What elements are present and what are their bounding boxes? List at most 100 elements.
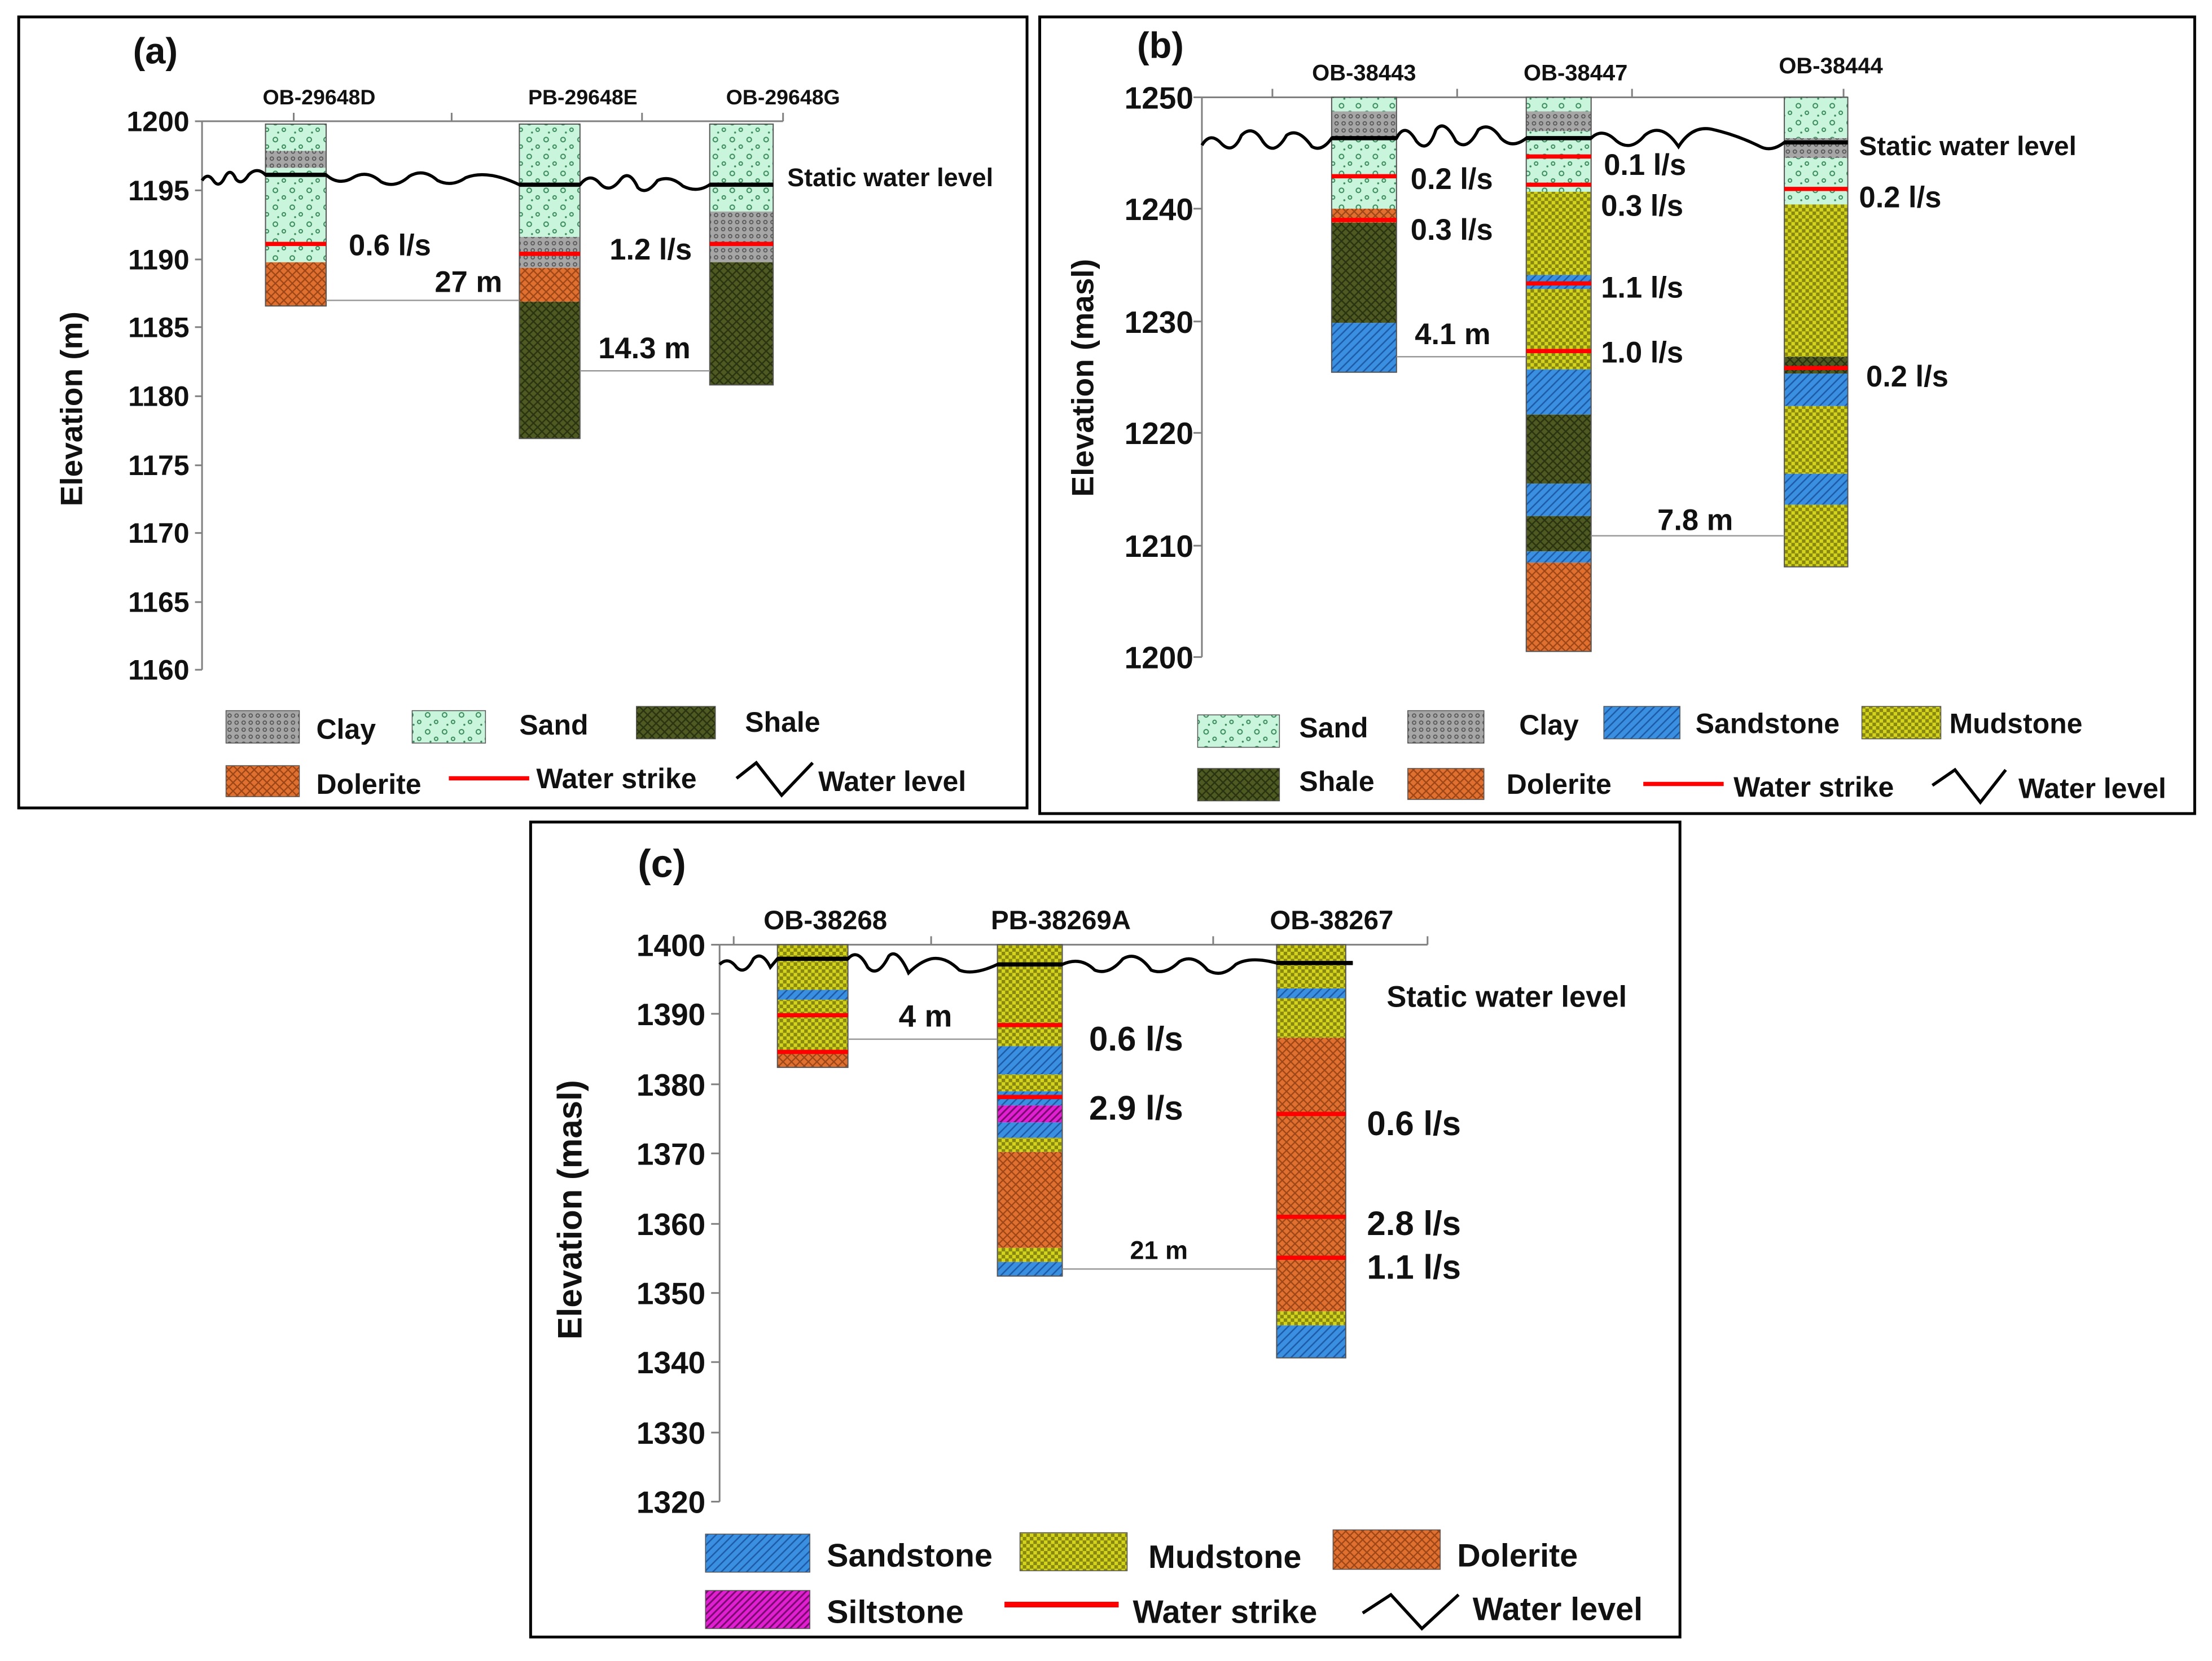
panel-c-strike-label: 2.9 l/s: [1089, 1089, 1183, 1127]
legend-swatch-sand: [1197, 714, 1280, 748]
panel-c-borehole-label: PB-38269A: [991, 906, 1131, 935]
panel-a-ytick: 1165: [128, 587, 189, 618]
panel-c-water-strikes: [777, 1013, 1346, 1260]
panel-b-strike-label: 0.1 l/s: [1604, 148, 1686, 182]
panel-c-label: (c): [638, 841, 686, 885]
panel-c-distance-label: 21 m: [1130, 1236, 1187, 1265]
panel-c-borehole-label: OB-38268: [763, 906, 887, 935]
panel-a-label: (a): [133, 30, 178, 71]
legend-swatch-clay: [225, 710, 300, 744]
legend-swatch-sand: [411, 710, 486, 744]
panel-b-borehole-ob-38447: [1525, 96, 1592, 652]
panel-c-y-axis-label: Elevation (masl): [551, 1080, 589, 1339]
legend-swatch-dolerite: [225, 765, 300, 797]
legend-swatch-dolerite: [1407, 768, 1485, 800]
panel-c-static-water-level: [718, 952, 1353, 976]
panel-a-ytick: 1175: [128, 450, 189, 481]
panel-c-borehole-ob-38267: [1276, 944, 1346, 1359]
panel-c-ytick: 1320: [637, 1485, 705, 1520]
panel-b-borehole-ob-38444: [1784, 96, 1849, 568]
panel-c-ytick: 1400: [637, 928, 705, 963]
panel-a-frame: [17, 15, 1029, 810]
legend-label: Clay: [1519, 709, 1579, 741]
panel-b-ytick: 1200: [1125, 640, 1193, 675]
panel-a-ytick: 1200: [126, 106, 189, 137]
panel-a-ytick: 1170: [128, 517, 189, 549]
legend-label: Sandstone: [1696, 708, 1840, 740]
panel-a-borehole-ob-29648d: [265, 123, 327, 307]
panel-b: (b) Elevation (masl) 1250 1240 1230 1220…: [1038, 15, 2196, 815]
panel-c-ytick: 1380: [637, 1067, 705, 1102]
panel-c-ytick: 1390: [637, 997, 705, 1032]
legend-label: Water strike: [1133, 1594, 1317, 1631]
panel-b-distance-label: 7.8 m: [1657, 504, 1733, 537]
panel-c-static-water-level-label: Static water level: [1386, 980, 1627, 1013]
panel-c-distance-label: 4 m: [899, 998, 953, 1033]
panel-c: (c) Elevation (masl) 1400 1390 1380 1370…: [529, 820, 1682, 1639]
panel-b-ytick: 1250: [1125, 80, 1193, 115]
panel-b-strike-label: 1.0 l/s: [1601, 336, 1683, 369]
legend-label: Water strike: [1733, 771, 1894, 803]
panel-b-ytick: 1220: [1125, 416, 1193, 451]
panel-a: (a) Elevation (m) 1200 1195 1190 1185 11…: [17, 15, 1029, 810]
panel-a-borehole-label: OB-29648D: [263, 85, 376, 109]
legend-swatch-sandstone: [705, 1533, 810, 1573]
legend-label: Dolerite: [1507, 768, 1612, 800]
panel-c-ytick: 1350: [637, 1276, 705, 1311]
panel-b-legend: Sand Clay Sandstone Mudstone Shale Doler…: [1197, 706, 2166, 805]
panel-a-borehole-pb-29648e: [519, 123, 581, 440]
legend-swatch-sandstone: [1603, 706, 1680, 740]
panel-c-borehole-pb-38269a: [997, 944, 1063, 1277]
panel-b-borehole-label: OB-38443: [1312, 60, 1416, 85]
panel-b-frame: [1038, 15, 2196, 815]
legend-label: Clay: [316, 714, 376, 745]
legend-swatch-water-level: [1931, 767, 2007, 805]
panel-b-static-water-level: [1200, 124, 1848, 151]
legend-swatch-dolerite: [1332, 1529, 1441, 1570]
panel-c-ytick: 1340: [637, 1345, 705, 1380]
panel-b-borehole-ob-38443: [1331, 96, 1397, 373]
panel-b-strike-label: 0.3 l/s: [1601, 189, 1683, 222]
panel-b-borehole-label: OB-38447: [1524, 60, 1627, 85]
panel-a-ytick: 1160: [128, 654, 189, 686]
panel-a-distance-label: 27 m: [434, 265, 502, 298]
panel-a-borehole-label: OB-29648G: [726, 85, 840, 109]
legend-label: Water level: [1473, 1592, 1643, 1628]
legend-swatch-siltstone: [705, 1590, 810, 1629]
panel-a-borehole-label: PB-29648E: [528, 85, 638, 109]
panel-a-static-water-level-label: Static water level: [787, 163, 993, 192]
panel-c-borehole-label: OB-38267: [1270, 906, 1393, 935]
panel-a-strike-label: 1.2 l/s: [609, 233, 692, 266]
legend-label: Sand: [519, 709, 588, 741]
legend-label: Mudstone: [1949, 708, 2082, 740]
panel-a-ticks: [195, 112, 784, 671]
panel-b-label: (b): [1137, 24, 1184, 65]
legend-label: Shale: [745, 706, 820, 738]
panel-b-borehole-label: OB-38444: [1779, 54, 1883, 78]
panel-b-y-axis-label: Elevation (masl): [1065, 259, 1100, 497]
panel-c-borehole-ob-38268: [776, 944, 849, 1068]
panel-a-strike-label: 0.6 l/s: [349, 229, 431, 262]
panel-b-strike-label: 0.2 l/s: [1859, 181, 1942, 214]
legend-swatch-water-level: [735, 761, 814, 798]
panel-c-ytick: 1370: [637, 1136, 705, 1171]
legend-label: Sand: [1299, 712, 1368, 744]
legend-swatch-mudstone: [1861, 706, 1942, 740]
legend-swatch-shale: [636, 706, 716, 740]
panel-b-strike-label: 0.3 l/s: [1411, 213, 1493, 247]
panel-b-ticks: [1193, 89, 1845, 658]
panel-a-ytick: 1185: [128, 311, 189, 343]
legend-label: Siltstone: [827, 1594, 964, 1631]
legend-swatch-mudstone: [1019, 1532, 1128, 1571]
panel-a-legend: Clay Sand Shale Dolerite Water strike Wa…: [225, 706, 966, 800]
panel-a-ytick: 1190: [128, 244, 189, 275]
panel-a-borehole-ob-29648g: [709, 123, 774, 386]
panel-b-water-strikes: [1331, 154, 1848, 371]
legend-swatch-clay: [1407, 710, 1485, 744]
panel-c-ytick: 1330: [637, 1416, 705, 1451]
legend-label: Sandstone: [827, 1538, 993, 1574]
panel-c-strike-label: 2.8 l/s: [1367, 1205, 1461, 1242]
legend-label: Dolerite: [316, 768, 421, 800]
panel-c-ticks: [711, 936, 1429, 1503]
